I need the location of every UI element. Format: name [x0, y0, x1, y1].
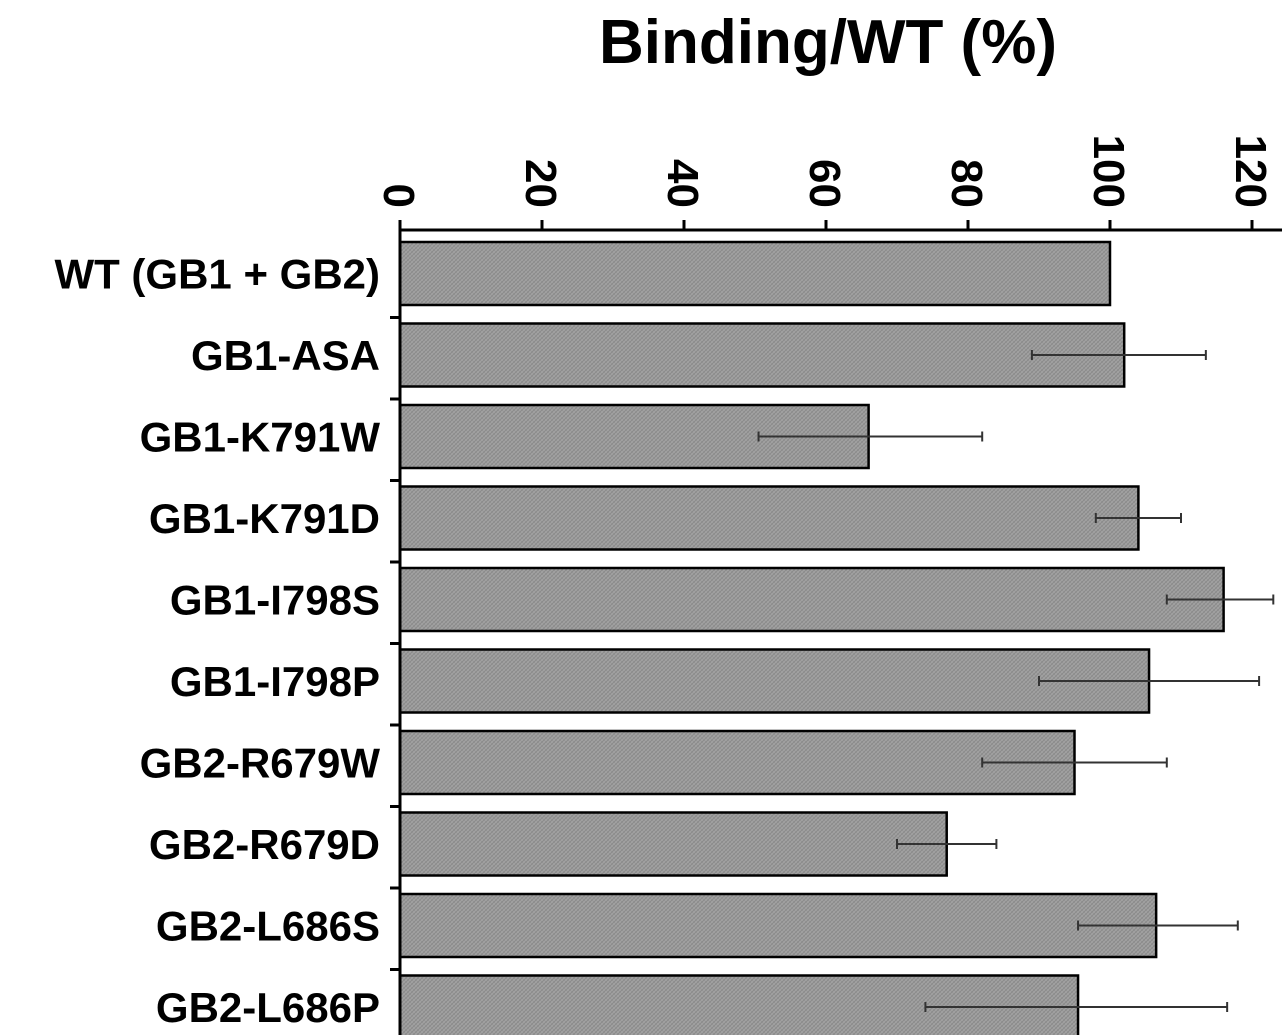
bar-gb2-l686s — [398, 892, 1158, 959]
x-tick-label: 20 — [516, 159, 565, 208]
y-category-label: GB2-L686S — [156, 903, 380, 950]
x-tick-label: 40 — [658, 159, 707, 208]
x-tick-label: 100 — [1084, 135, 1133, 208]
y-category-label: GB1-K791W — [140, 414, 381, 461]
y-category-label: GB1-K791D — [149, 495, 380, 542]
bar-gb2-r679d — [398, 811, 948, 877]
x-tick-label: 80 — [942, 159, 991, 208]
x-tick-label: 120 — [1226, 135, 1275, 208]
axis-title: Binding/WT (%) — [599, 8, 1057, 77]
bar-gb2-r679w — [398, 729, 1076, 796]
bar-wt-gb1-gb2 — [398, 240, 1112, 307]
x-tick-label: 0 — [374, 184, 423, 208]
bar-gb1-i798s — [398, 566, 1225, 633]
bar-gb1-i798p — [398, 648, 1151, 714]
y-category-label: GB1-I798P — [170, 658, 380, 705]
y-category-label: GB2-R679D — [149, 821, 380, 868]
bar-gb1-asa — [398, 322, 1126, 388]
y-category-label: GB1-I798S — [170, 577, 380, 624]
x-tick-label: 60 — [800, 159, 849, 208]
y-category-label: WT (GB1 + GB2) — [54, 251, 380, 298]
bar-gb2-l686p — [398, 974, 1080, 1035]
y-category-label: GB2-R679W — [140, 740, 381, 787]
y-category-label: GB2-L686P — [156, 984, 380, 1031]
bar-gb1-k791d — [398, 485, 1140, 551]
y-category-label: GB1-ASA — [191, 332, 380, 379]
